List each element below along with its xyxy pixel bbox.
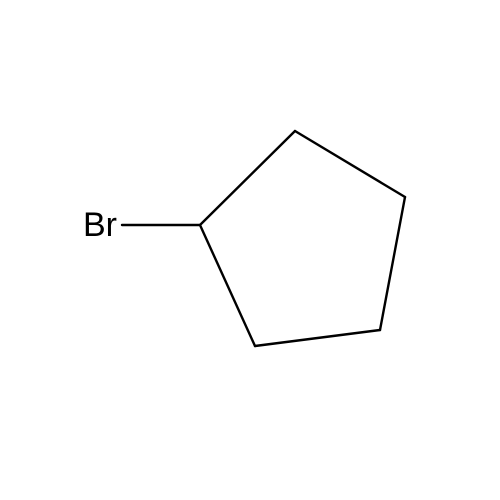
bond bbox=[255, 330, 380, 346]
bond bbox=[200, 131, 295, 225]
bond bbox=[380, 197, 405, 330]
bonds bbox=[122, 131, 405, 346]
atom-label-br1: Br bbox=[83, 206, 117, 244]
bond bbox=[200, 225, 255, 346]
bond bbox=[295, 131, 405, 197]
atoms: Br bbox=[83, 206, 117, 244]
molecule-diagram: Br bbox=[0, 0, 500, 500]
